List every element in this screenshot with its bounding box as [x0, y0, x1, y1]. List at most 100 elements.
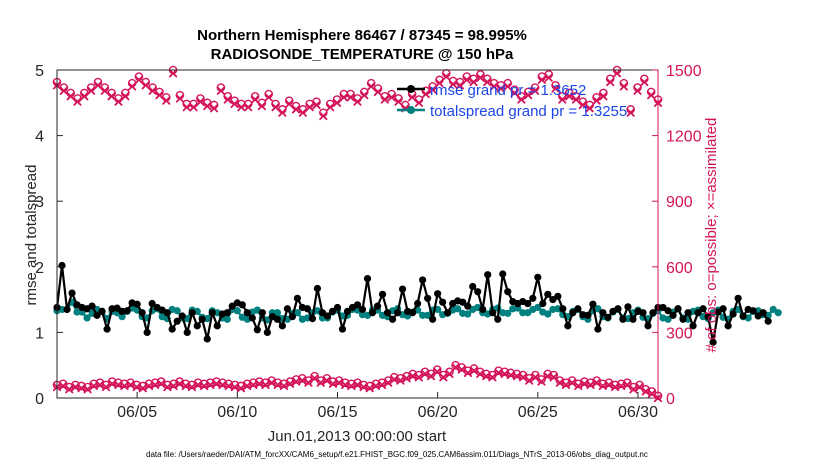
rmse-point: [123, 307, 131, 315]
y-right-tick-label: 1200: [666, 129, 702, 146]
obs-low-assimilated-marker: [476, 369, 485, 379]
rmse-point: [444, 309, 452, 317]
obs-high-assimilated-marker: [278, 108, 287, 117]
rmse-point: [689, 322, 697, 330]
rmse-point: [499, 270, 507, 278]
obs-low-assimilated-marker: [488, 373, 497, 382]
obs-high-assimilated-marker: [285, 99, 294, 108]
legend-spread-marker: [407, 106, 415, 114]
obs-high-assimilated-marker: [148, 86, 157, 95]
rmse-point: [383, 309, 392, 317]
totalspread-point: [173, 307, 181, 315]
obs-high-assimilated-marker: [209, 104, 219, 113]
obs-high-assimilated-marker: [544, 73, 553, 82]
axes-background: [57, 70, 658, 398]
y-left-tick-label: 2: [35, 260, 44, 277]
rmse-series: [53, 261, 772, 346]
obs-high-assimilated-marker: [141, 81, 150, 90]
obs-high-assimilated-marker: [619, 82, 628, 91]
y-left-tick-label: 5: [35, 63, 44, 80]
obs-high-assimilated-marker: [449, 80, 458, 89]
totalspread-point: [73, 308, 81, 316]
rmse-point: [619, 315, 627, 323]
y-right-axis-ticks: 0 300 600 900 1200 1500: [652, 63, 702, 408]
rmse-point: [208, 309, 216, 317]
rmse-point: [674, 305, 682, 313]
obs-low-assimilated-marker: [574, 381, 583, 391]
obs-low-assimilated-marker: [95, 380, 105, 389]
totalspread-point: [464, 310, 472, 318]
obs-low-assimilated-marker: [384, 378, 393, 387]
rmse-point: [103, 325, 111, 333]
rmse-point: [649, 309, 657, 317]
obs-high-assimilated-marker: [189, 103, 198, 112]
obs-low-possible-marker: [371, 379, 381, 389]
obs-low-assimilated-marker: [335, 378, 344, 387]
totalspread-point: [504, 309, 512, 317]
obs-high-assimilated-marker: [585, 104, 594, 113]
x-tick-label: 06/20: [418, 404, 458, 421]
chart-title-line1: Northern Hemisphere 86467 / 87345 = 98.9…: [197, 27, 527, 44]
rmse-point: [474, 288, 482, 296]
y-right-tick-label: 300: [666, 325, 693, 342]
obs-low-assimilated-marker: [451, 363, 460, 372]
rmse-point: [664, 307, 672, 315]
obs-low-assimilated-marker: [420, 369, 430, 379]
rmse-point: [604, 313, 612, 321]
rmse-point: [303, 305, 312, 313]
rmse-point: [734, 294, 742, 302]
totalspread-point: [774, 309, 782, 317]
totalspread-point: [118, 313, 126, 321]
rmse-point: [724, 322, 732, 330]
obs-high-assimilated-marker: [339, 93, 348, 102]
obs-high-assimilated-marker: [558, 95, 567, 104]
totalspread-point: [424, 311, 432, 319]
obs-high-assimilated-marker: [592, 96, 601, 105]
totalspread-point: [594, 305, 602, 313]
obs-high-assimilated-marker: [93, 81, 103, 90]
obs-low-possible-marker: [347, 379, 356, 389]
rmse-point: [263, 328, 271, 336]
rmse-point: [138, 309, 146, 317]
rmse-point: [238, 301, 246, 309]
obs-low-possible-marker: [635, 380, 644, 390]
rmse-point: [424, 294, 432, 302]
obs-high-assimilated-marker: [421, 89, 430, 99]
x-tick-label: 06/05: [117, 404, 157, 421]
legend-rmse-marker: [407, 85, 415, 93]
rmse-point: [408, 309, 417, 317]
rmse-point: [504, 288, 512, 296]
rmse-point: [338, 325, 347, 333]
rmse-point: [559, 305, 567, 313]
rmse-point: [143, 328, 151, 336]
rmse-point: [293, 294, 301, 302]
obs-high-assimilated-marker: [476, 73, 485, 82]
obs-low-assimilated-marker: [187, 382, 197, 392]
rmse-point: [709, 338, 717, 346]
obs-high-assimilated-marker: [175, 94, 185, 103]
obs-high-assimilated-marker: [367, 82, 376, 91]
rmse-point: [494, 315, 502, 323]
x-tick-label: 06/30: [618, 404, 658, 421]
rmse-point: [98, 307, 106, 316]
obs-high-assimilated-marker: [182, 103, 191, 112]
totalspread-point: [419, 311, 427, 319]
totalspread-point: [664, 315, 672, 323]
rmse-point: [333, 303, 342, 312]
rmse-point: [393, 309, 402, 317]
plot-area: [52, 65, 782, 403]
obs-high-assimilated-marker: [271, 103, 280, 112]
obs-low-assimilated-marker: [126, 380, 135, 389]
rmse-point: [644, 322, 652, 330]
y-right-tick-label: 1500: [666, 63, 702, 80]
obs-low-assimilated-marker: [267, 378, 276, 387]
obs-low-assimilated-marker: [65, 385, 74, 394]
obs-low-assimilated-marker: [59, 381, 68, 391]
obs-low-assimilated-marker: [83, 385, 92, 394]
obs-low-assimilated-marker: [304, 378, 313, 387]
obs-low-assimilated-marker: [518, 373, 528, 382]
rmse-point: [253, 326, 261, 334]
obs-high-assimilated-marker: [305, 103, 314, 112]
rmse-point: [93, 311, 101, 319]
